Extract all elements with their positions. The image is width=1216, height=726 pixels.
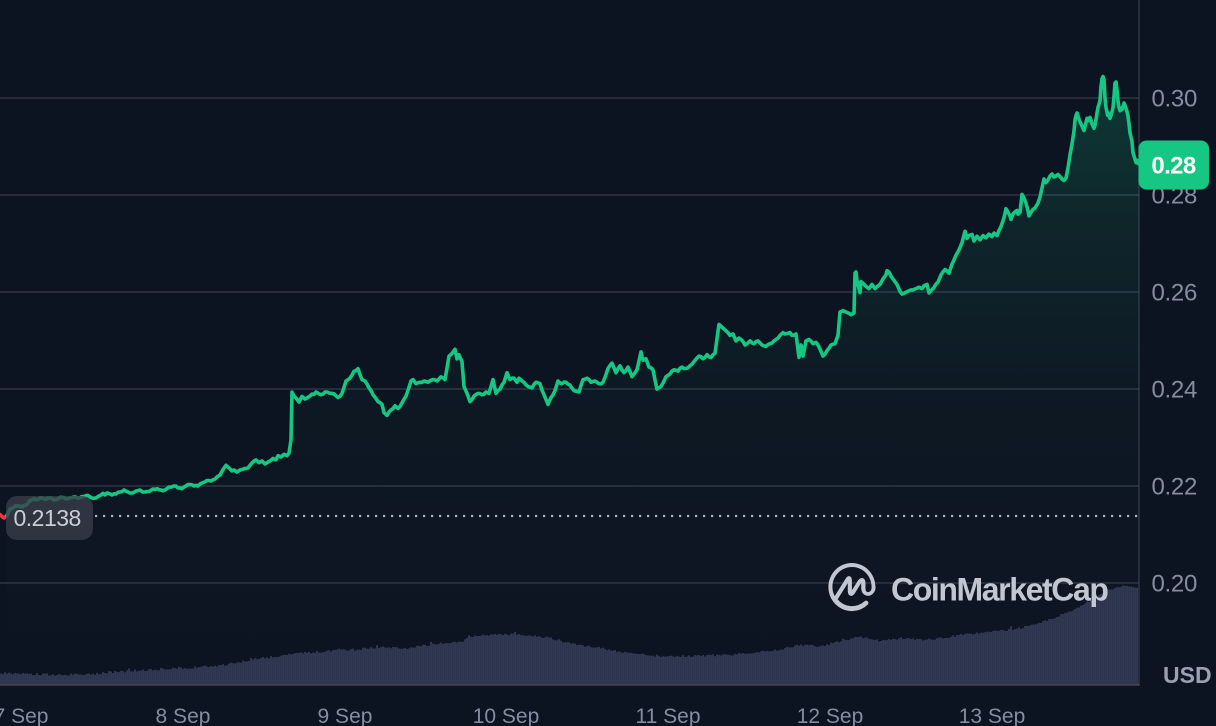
svg-text:9 Sep: 9 Sep <box>318 705 373 726</box>
svg-text:0.26: 0.26 <box>1152 280 1198 307</box>
svg-text:13 Sep: 13 Sep <box>959 705 1026 726</box>
svg-text:7 Sep: 7 Sep <box>0 705 48 726</box>
svg-text:0.20: 0.20 <box>1152 571 1198 598</box>
svg-text:8 Sep: 8 Sep <box>156 705 211 726</box>
svg-text:CoinMarketCap: CoinMarketCap <box>891 572 1108 608</box>
svg-text:0.22: 0.22 <box>1152 474 1198 501</box>
svg-text:0.30: 0.30 <box>1152 86 1198 113</box>
svg-text:0.28: 0.28 <box>1151 153 1196 180</box>
svg-text:10 Sep: 10 Sep <box>473 705 540 726</box>
svg-text:11 Sep: 11 Sep <box>636 705 701 726</box>
svg-text:0.24: 0.24 <box>1152 377 1198 404</box>
svg-text:USD: USD <box>1163 662 1212 688</box>
svg-text:12 Sep: 12 Sep <box>797 705 864 726</box>
svg-text:0.2138: 0.2138 <box>14 505 81 531</box>
